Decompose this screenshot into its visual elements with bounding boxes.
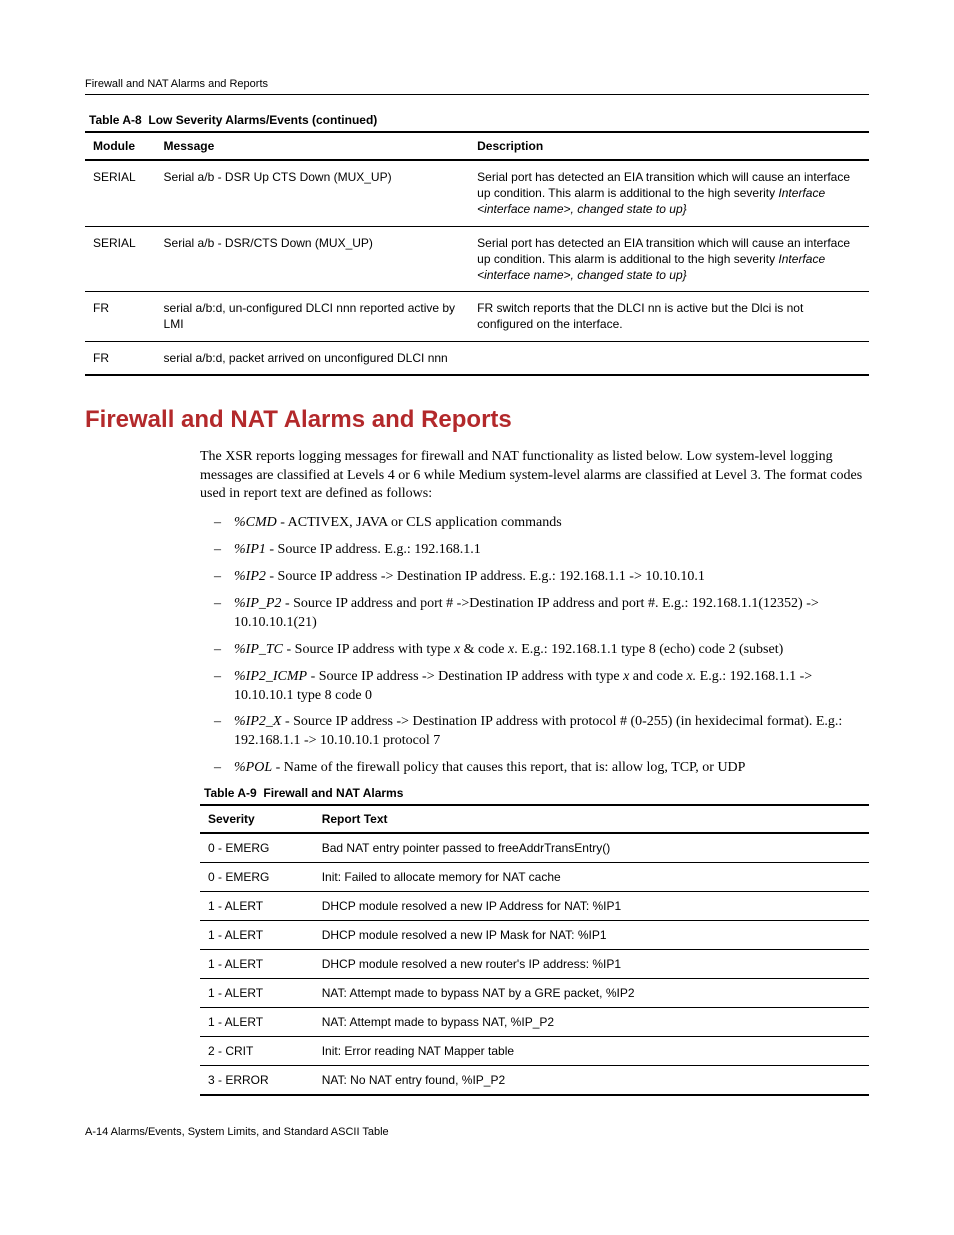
- intro-paragraph: The XSR reports logging messages for fir…: [200, 448, 869, 505]
- page-footer: A-14 Alarms/Events, System Limits, and S…: [85, 1126, 869, 1138]
- cell-report: Bad NAT entry pointer passed to freeAddr…: [314, 833, 869, 863]
- table-row: 2 - CRITInit: Error reading NAT Mapper t…: [200, 1037, 869, 1066]
- cell-severity: 1 - ALERT: [200, 979, 314, 1008]
- format-code: %IP2_ICMP: [234, 669, 307, 684]
- format-code: %IP_TC: [234, 642, 283, 657]
- table-row: 1 - ALERTDHCP module resolved a new IP M…: [200, 921, 869, 950]
- table-row: FRserial a/b:d, packet arrived on unconf…: [85, 341, 869, 375]
- cell-severity: 1 - ALERT: [200, 921, 314, 950]
- cell-message: serial a/b:d, packet arrived on unconfig…: [156, 341, 470, 375]
- cell-module: SERIAL: [85, 226, 156, 292]
- cell-description: Serial port has detected an EIA transiti…: [469, 160, 869, 226]
- table-a8-caption-prefix: Table A-8: [89, 113, 142, 127]
- cell-description: Serial port has detected an EIA transiti…: [469, 226, 869, 292]
- cell-severity: 1 - ALERT: [200, 892, 314, 921]
- cell-severity: 1 - ALERT: [200, 1008, 314, 1037]
- list-item: %IP2_X - Source IP address -> Destinatio…: [200, 713, 869, 751]
- table-row: SERIALSerial a/b - DSR/CTS Down (MUX_UP)…: [85, 226, 869, 292]
- th-module: Module: [85, 132, 156, 160]
- cell-report: DHCP module resolved a new router's IP a…: [314, 950, 869, 979]
- cell-description: FR switch reports that the DLCI nn is ac…: [469, 292, 869, 341]
- list-item: %POL - Name of the firewall policy that …: [200, 759, 869, 778]
- table-a8: Module Message Description SERIALSerial …: [85, 131, 869, 376]
- cell-report: DHCP module resolved a new IP Address fo…: [314, 892, 869, 921]
- body-block: The XSR reports logging messages for fir…: [200, 448, 869, 778]
- header-rule: [85, 94, 869, 95]
- th-message: Message: [156, 132, 470, 160]
- cell-message: serial a/b:d, un-configured DLCI nnn rep…: [156, 292, 470, 341]
- list-item: %IP_TC - Source IP address with type x &…: [200, 641, 869, 660]
- cell-module: FR: [85, 292, 156, 341]
- table-a9: Severity Report Text 0 - EMERGBad NAT en…: [200, 804, 869, 1096]
- table-a9-caption-title: Firewall and NAT Alarms: [263, 786, 403, 800]
- cell-message: Serial a/b - DSR/CTS Down (MUX_UP): [156, 226, 470, 292]
- th-severity: Severity: [200, 805, 314, 833]
- cell-severity: 0 - EMERG: [200, 863, 314, 892]
- cell-severity: 2 - CRIT: [200, 1037, 314, 1066]
- format-code: %IP1: [234, 542, 266, 557]
- table-a8-caption-title: Low Severity Alarms/Events (continued): [148, 113, 377, 127]
- cell-report: NAT: Attempt made to bypass NAT by a GRE…: [314, 979, 869, 1008]
- format-var: x: [454, 642, 460, 657]
- th-report: Report Text: [314, 805, 869, 833]
- italic-text: Interface <interface name>, changed stat…: [477, 186, 825, 216]
- list-item: %IP_P2 - Source IP address and port # ->…: [200, 595, 869, 633]
- table-a9-caption-prefix: Table A-9: [204, 786, 257, 800]
- cell-severity: 1 - ALERT: [200, 950, 314, 979]
- cell-message: Serial a/b - DSR Up CTS Down (MUX_UP): [156, 160, 470, 226]
- table-row: 1 - ALERTDHCP module resolved a new rout…: [200, 950, 869, 979]
- cell-module: FR: [85, 341, 156, 375]
- cell-severity: 0 - EMERG: [200, 833, 314, 863]
- format-var: x: [623, 669, 629, 684]
- cell-report: Init: Error reading NAT Mapper table: [314, 1037, 869, 1066]
- list-item: %IP2_ICMP - Source IP address -> Destina…: [200, 668, 869, 706]
- cell-report: NAT: Attempt made to bypass NAT, %IP_P2: [314, 1008, 869, 1037]
- format-code: %IP_P2: [234, 596, 281, 611]
- format-code: %POL: [234, 760, 272, 775]
- format-var: x.: [686, 669, 696, 684]
- format-code: %CMD: [234, 515, 277, 530]
- cell-description: [469, 341, 869, 375]
- section-title: Firewall and NAT Alarms and Reports: [85, 406, 869, 434]
- table-row: 1 - ALERTNAT: Attempt made to bypass NAT…: [200, 1008, 869, 1037]
- cell-report: Init: Failed to allocate memory for NAT …: [314, 863, 869, 892]
- table-row: 3 - ERRORNAT: No NAT entry found, %IP_P2: [200, 1066, 869, 1096]
- italic-text: Interface <interface name>, changed stat…: [477, 252, 825, 282]
- cell-module: SERIAL: [85, 160, 156, 226]
- format-code-list: %CMD - ACTIVEX, JAVA or CLS application …: [200, 514, 869, 778]
- th-description: Description: [469, 132, 869, 160]
- cell-report: DHCP module resolved a new IP Mask for N…: [314, 921, 869, 950]
- list-item: %IP1 - Source IP address. E.g.: 192.168.…: [200, 541, 869, 560]
- table-a9-caption: Table A-9 Firewall and NAT Alarms: [200, 786, 869, 800]
- table-a8-caption: Table A-8 Low Severity Alarms/Events (co…: [85, 113, 869, 127]
- table-row: 0 - EMERGInit: Failed to allocate memory…: [200, 863, 869, 892]
- table-row: 0 - EMERGBad NAT entry pointer passed to…: [200, 833, 869, 863]
- table-row: 1 - ALERTDHCP module resolved a new IP A…: [200, 892, 869, 921]
- table-row: SERIALSerial a/b - DSR Up CTS Down (MUX_…: [85, 160, 869, 226]
- running-header: Firewall and NAT Alarms and Reports: [85, 78, 869, 90]
- cell-severity: 3 - ERROR: [200, 1066, 314, 1096]
- table-row: 1 - ALERTNAT: Attempt made to bypass NAT…: [200, 979, 869, 1008]
- format-code: %IP2: [234, 569, 266, 584]
- table-row: FRserial a/b:d, un-configured DLCI nnn r…: [85, 292, 869, 341]
- list-item: %IP2 - Source IP address -> Destination …: [200, 568, 869, 587]
- cell-report: NAT: No NAT entry found, %IP_P2: [314, 1066, 869, 1096]
- list-item: %CMD - ACTIVEX, JAVA or CLS application …: [200, 514, 869, 533]
- format-code: %IP2_X: [234, 714, 281, 729]
- format-var: x: [508, 642, 514, 657]
